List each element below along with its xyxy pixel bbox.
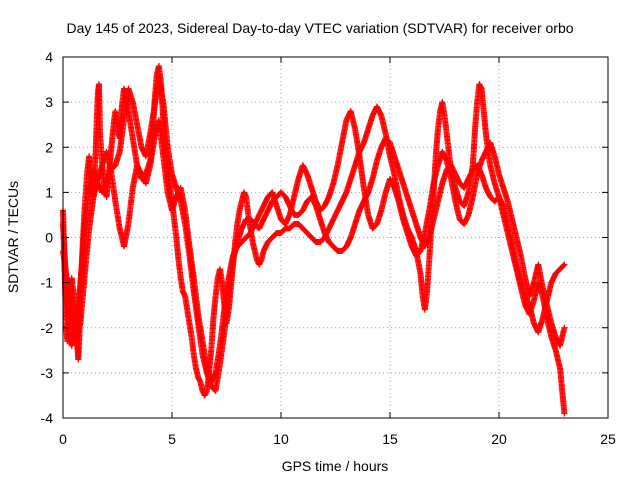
- grid-lines: [63, 57, 608, 418]
- chart-title: Day 145 of 2023, Sidereal Day-to-day VTE…: [66, 20, 573, 36]
- track-b-marker: [561, 261, 568, 268]
- track-a-marker: [561, 410, 568, 417]
- track-b-marker: [560, 262, 567, 269]
- data-markers: [60, 63, 568, 417]
